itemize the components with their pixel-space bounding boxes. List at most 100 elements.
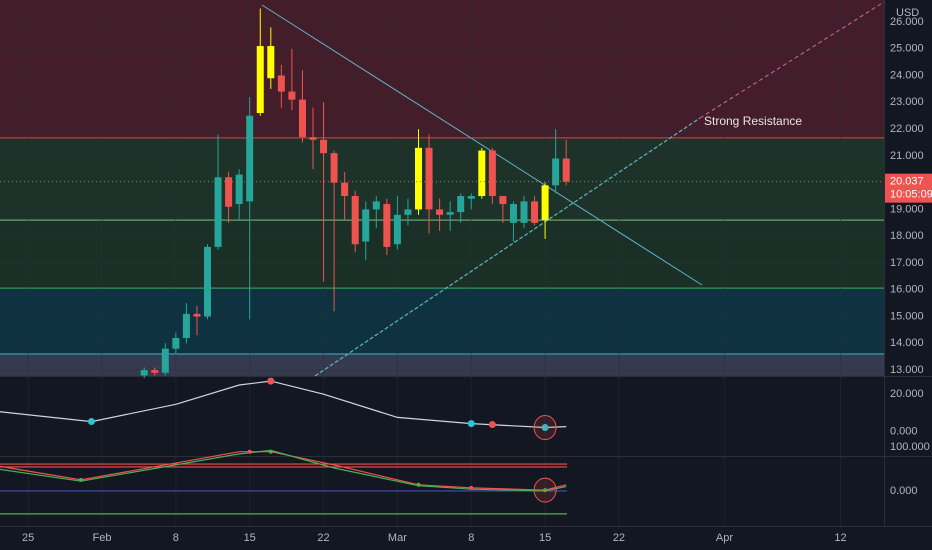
indicator-line (0, 449, 567, 492)
candle-body (320, 139, 328, 154)
x-tick-label: Apr (716, 532, 733, 544)
indicator-tick-label: 0.000 (890, 485, 918, 497)
candle-body (256, 46, 264, 114)
candle-body (204, 246, 211, 317)
candle-body (404, 209, 412, 215)
candle-body (298, 99, 306, 138)
candle-body (362, 209, 370, 242)
candle-body (225, 177, 233, 207)
y-tick-label: 22.000 (890, 123, 924, 135)
indicator-marker (247, 449, 252, 454)
indicator-marker (416, 482, 421, 487)
candle-body (467, 196, 475, 199)
countdown: 10:05:09 (890, 189, 932, 201)
x-tick-label: 15 (244, 532, 256, 544)
candle-body (341, 182, 349, 197)
y-tick-label: 26.000 (890, 16, 924, 28)
candle-body (425, 147, 433, 210)
x-tick-label: 8 (173, 532, 179, 544)
highlight-circle (533, 477, 557, 503)
candle-body (457, 196, 465, 213)
candle-body (309, 137, 317, 140)
indicator-marker (541, 424, 549, 432)
indicator-marker (469, 485, 474, 490)
indicator-marker (268, 449, 273, 454)
x-tick-label: 25 (22, 532, 34, 544)
indicator-marker (78, 477, 83, 482)
zone (0, 288, 884, 355)
candle-body (246, 115, 254, 202)
trend-line (314, 117, 701, 377)
x-tick-label: Feb (93, 532, 112, 544)
x-tick-label: Mar (388, 532, 407, 544)
candle-body (436, 209, 444, 215)
candle-body (351, 196, 359, 245)
zone (0, 220, 884, 289)
x-tick-label: 15 (539, 532, 551, 544)
indicator-tick-label: 100.000 (890, 441, 930, 453)
y-tick-label: 17.000 (890, 257, 924, 269)
candle-body (330, 153, 338, 183)
candle-body (393, 214, 401, 245)
x-tick-label: 8 (468, 532, 474, 544)
candle-body (383, 204, 391, 247)
candle-body (288, 91, 296, 100)
candle-body (267, 46, 275, 79)
indicator-marker (267, 377, 275, 385)
candle-body (415, 147, 422, 210)
candle-body (509, 204, 517, 223)
indicator-marker (488, 421, 496, 429)
last-price-label: 20.037 (890, 176, 924, 188)
y-tick-label: 25.000 (890, 43, 924, 55)
x-tick-label: 22 (317, 532, 329, 544)
candle-body (214, 177, 222, 247)
candle-body (488, 150, 496, 197)
candle-body (372, 201, 380, 210)
indicator-tick-label: 20.000 (890, 388, 924, 400)
y-tick-label: 21.000 (890, 150, 924, 162)
indicator-marker (467, 420, 475, 428)
candle-body (531, 201, 539, 223)
zone (0, 0, 884, 138)
y-tick-label: 24.000 (890, 69, 924, 81)
zone (0, 354, 884, 376)
y-tick-label: 16.000 (890, 284, 924, 296)
candle-body (562, 158, 570, 182)
indicator-marker (87, 418, 95, 426)
candle-body (478, 150, 486, 197)
candle-body (499, 196, 507, 205)
last-price-box (885, 173, 932, 203)
y-tick-label: 15.000 (890, 310, 924, 322)
y-tick-label: 14.000 (890, 337, 924, 349)
candle-body (182, 313, 190, 338)
x-tick-label: 22 (613, 532, 625, 544)
y-tick-label: 18.000 (890, 230, 924, 242)
highlight-circle (533, 415, 557, 441)
indicator-marker (543, 488, 548, 493)
candle-body (235, 174, 243, 205)
candle-body (161, 348, 169, 373)
candle-body (140, 370, 148, 376)
candle-body (446, 212, 454, 215)
candle-body (151, 370, 159, 373)
indicator-line (0, 451, 567, 491)
candle-body (193, 313, 201, 317)
y-tick-label: 13.000 (890, 364, 924, 376)
candle-body (172, 337, 180, 349)
y-tick-label: 19.000 (890, 203, 924, 215)
trend-line (261, 4, 703, 286)
candle-body (520, 201, 528, 223)
candle-body (552, 158, 560, 186)
trend-line-extension (699, 1, 885, 119)
candle-body (277, 75, 285, 92)
currency: USD (896, 7, 919, 19)
indicator-tick-label: 0.000 (890, 426, 918, 438)
indicator-line (0, 380, 567, 429)
zone (0, 137, 884, 221)
candle-body (541, 185, 549, 221)
x-tick-label: 12 (834, 532, 846, 544)
annotation: Strong Resistance (704, 114, 802, 128)
y-tick-label: 23.000 (890, 96, 924, 108)
